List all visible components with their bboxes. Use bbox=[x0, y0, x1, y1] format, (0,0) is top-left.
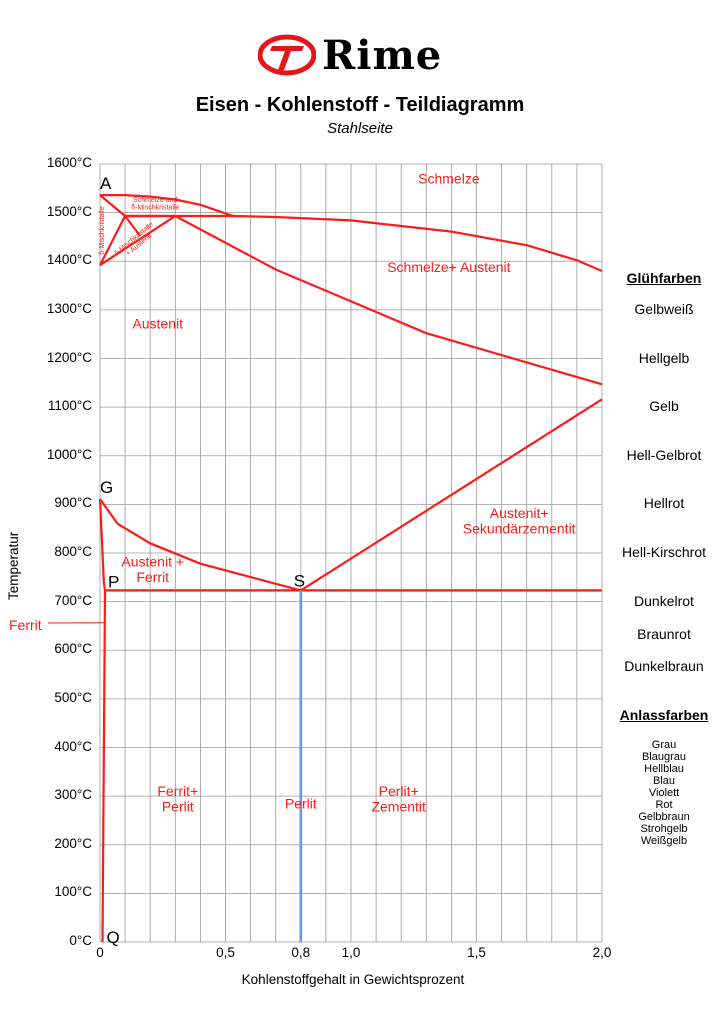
y-tick-label: 0°C bbox=[69, 933, 92, 948]
pq-line bbox=[101, 590, 107, 943]
region-label: Austenit + Ferrit bbox=[121, 554, 184, 585]
y-tick-label: 1300°C bbox=[46, 300, 92, 316]
region-label: Austenit bbox=[132, 315, 183, 331]
y-tick-label: 100°C bbox=[54, 884, 92, 900]
ferrit-callout: Ferrit bbox=[9, 617, 105, 633]
region-label: Schmelze und δ-Mischkristalle bbox=[131, 197, 179, 212]
delta-lower bbox=[99, 215, 127, 266]
anlassfarbe-item: Weißgelb bbox=[640, 835, 688, 847]
region-label: Perlit bbox=[285, 795, 317, 811]
gluehfarbe-item: Dunkelbraun bbox=[624, 657, 704, 674]
y-tick-label: 800°C bbox=[54, 544, 92, 559]
x-tick-label: 1,5 bbox=[467, 945, 486, 960]
y-tick-label: 1000°C bbox=[46, 446, 92, 462]
anlassfarbe-item: Violett bbox=[648, 787, 680, 799]
gluehfarbe-item: Hellrot bbox=[643, 495, 685, 512]
brand-name: Rime bbox=[322, 31, 443, 79]
y-tick-label: 300°C bbox=[54, 787, 92, 803]
grid bbox=[99, 163, 603, 943]
region-label: Ferrit+ Perlit bbox=[157, 783, 198, 814]
gluehfarbe-item: Braunrot bbox=[637, 625, 691, 642]
x-tick-label: 0 bbox=[96, 945, 104, 960]
y-tick-label: 1400°C bbox=[46, 252, 92, 268]
y-tick-label: 900°C bbox=[54, 495, 92, 511]
point-p: P bbox=[108, 572, 119, 591]
x-tick-label: 1,0 bbox=[341, 945, 361, 960]
gluehfarbe-item: Hell-Gelbrot bbox=[626, 446, 702, 463]
y-tick-label: 500°C bbox=[54, 689, 92, 705]
gs-line bbox=[99, 498, 302, 592]
point-labels: A G P S Q bbox=[100, 174, 305, 947]
anlassfarbe-item: Rot bbox=[655, 799, 673, 811]
point-g: G bbox=[100, 478, 113, 497]
solidus-austenit bbox=[174, 215, 603, 386]
anlassfarbe-item: Blau bbox=[652, 775, 676, 787]
y-tick-label: 1100°C bbox=[47, 398, 92, 414]
delta-upper bbox=[99, 194, 126, 217]
point-s: S bbox=[294, 571, 305, 590]
region-label: δ-Mischkristalle bbox=[99, 206, 106, 254]
region-label: Schmelze+ Austenit bbox=[387, 259, 510, 275]
point-q: Q bbox=[107, 928, 120, 947]
y-tick-label: 200°C bbox=[54, 835, 92, 851]
y-tick-label: 600°C bbox=[54, 641, 92, 657]
x-tick-label: 2,0 bbox=[592, 945, 612, 960]
region-label: Schmelze bbox=[418, 170, 480, 186]
anlassfarben-heading: Anlassfarben bbox=[619, 707, 709, 723]
gluehfarbe-item: Hell-Kirschrot bbox=[621, 544, 706, 560]
brand-logo: Rime bbox=[258, 31, 468, 79]
x-axis-label: Kohlenstoffgehalt in Gewichtsprozent bbox=[241, 972, 465, 987]
ferrit-callout-label: Ferrit bbox=[9, 617, 42, 633]
anlassfarbe-item: Hellblau bbox=[644, 763, 684, 775]
x-tick-label: 0,8 bbox=[291, 945, 311, 960]
gluehfarben-heading: Glühfarben bbox=[626, 270, 702, 286]
anlassfarbe-item: Grau bbox=[651, 739, 677, 751]
anlassfarbe-item: Gelbbraun bbox=[638, 811, 690, 823]
gp-line bbox=[98, 498, 107, 591]
point-a: A bbox=[100, 174, 112, 193]
logo-mark-icon bbox=[258, 34, 316, 76]
se-line bbox=[300, 398, 603, 592]
region-label: Austenit+ Sekundärzementit bbox=[463, 505, 576, 536]
gluehfarbe-item: Hellgelb bbox=[638, 349, 690, 366]
delta-inner bbox=[124, 215, 142, 237]
anlassfarbe-item: Blaugrau bbox=[641, 751, 687, 763]
anlassfarben-list: Grau Blaugrau Hellblau Blau Violett Rot Gelbbr… bbox=[608, 739, 720, 847]
liquidus-austenit bbox=[232, 214, 603, 273]
region-label: Perlit+ Zementit bbox=[371, 783, 426, 814]
delta-austenit-left bbox=[99, 215, 176, 267]
page-subtitle: Stahlseite bbox=[327, 120, 393, 137]
y-axis-label: Temperatur bbox=[6, 531, 21, 600]
gluehfarbe-item: Dunkelrot bbox=[634, 592, 694, 609]
y-tick-label: 700°C bbox=[54, 592, 92, 608]
anlassfarbe-item: Strohgelb bbox=[640, 823, 688, 835]
y-tick-label: 400°C bbox=[54, 738, 92, 754]
gluehfarbe-item: Gelb bbox=[649, 398, 679, 415]
region-labels: Schmelze Schmelze+ Austenit Austenit Austen… bbox=[99, 170, 576, 814]
gluehfarbe-item: Gelbweiß bbox=[634, 300, 694, 317]
phase-lines bbox=[98, 194, 603, 943]
x-tick-label: 0,5 bbox=[216, 945, 235, 960]
y-tick-label: 1500°C bbox=[46, 203, 92, 219]
y-tick-label: 1600°C bbox=[46, 155, 92, 170]
liquidus-delta bbox=[100, 194, 234, 218]
y-tick-label: 1200°C bbox=[46, 349, 92, 365]
page-title: Eisen - Kohlenstoff - Teildiagramm bbox=[195, 94, 525, 116]
